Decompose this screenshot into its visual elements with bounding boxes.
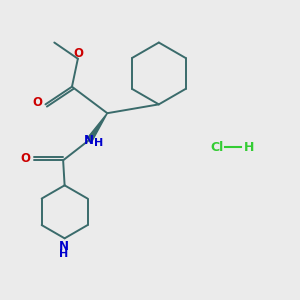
Text: O: O	[32, 96, 43, 110]
Polygon shape	[87, 113, 107, 141]
Text: Cl: Cl	[210, 141, 224, 154]
Text: H: H	[244, 141, 255, 154]
Text: O: O	[21, 152, 31, 165]
Text: O: O	[74, 47, 84, 60]
Text: N: N	[84, 134, 94, 147]
Text: H: H	[94, 138, 103, 148]
Text: H: H	[59, 249, 68, 259]
Text: N: N	[59, 240, 69, 253]
